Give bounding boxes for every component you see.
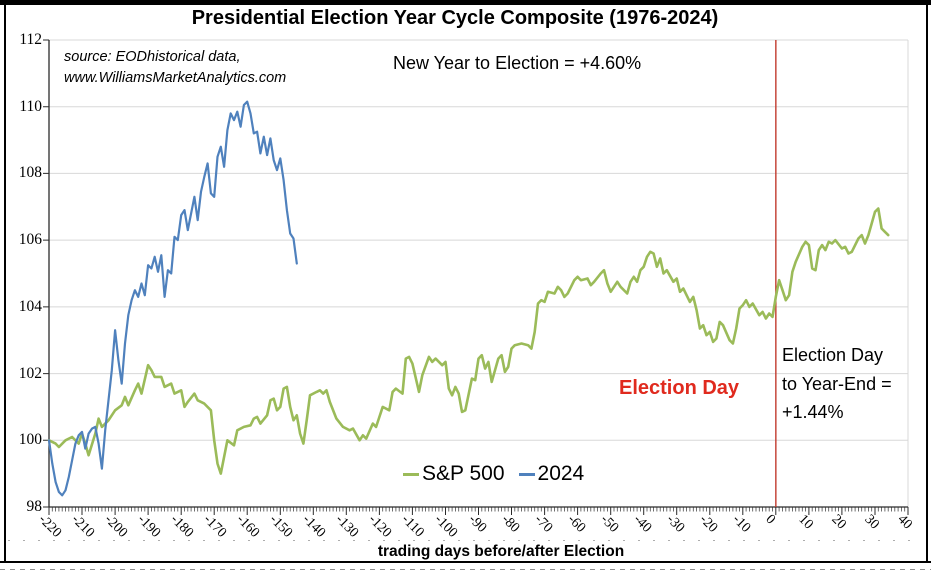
legend-label: 2024 <box>537 462 585 485</box>
legend-item-2024: 2024 <box>518 462 585 486</box>
x-axis-title: trading days before/after Election <box>377 543 625 560</box>
chart-title: Presidential Election Year Cycle Composi… <box>191 7 719 29</box>
series-line-2024 <box>47 100 298 497</box>
y-tick-label-102: 102 <box>18 364 42 382</box>
x-axis-major-ticks <box>48 507 909 515</box>
y-tick-label-104: 104 <box>18 297 42 315</box>
annotation-election-day: Election Day <box>619 377 740 399</box>
y-tick-label-112: 112 <box>19 31 42 48</box>
spreadsheet-dotted-gridline <box>8 540 923 541</box>
chart-frame-bottom-border <box>0 561 931 563</box>
legend-swatch-icon <box>518 472 535 476</box>
x-axis-minor-ticks <box>51 507 906 512</box>
chart-frame-left-border <box>4 0 6 563</box>
legend: S&P 500 2024 <box>403 462 584 486</box>
annotation-election-to-year-end: Election Day to Year-End = +1.44% <box>782 345 892 422</box>
legend-label: S&P 500 <box>422 462 505 485</box>
y-tick-label-106: 106 <box>18 231 42 249</box>
y-tick-label-98: 98 <box>26 498 43 515</box>
annotation-new-year-to-election: New Year to Election = +4.60% <box>393 53 642 73</box>
spreadsheet-dashed-gridline <box>0 569 931 570</box>
y-tick-label-110: 110 <box>19 97 42 115</box>
y-tick-label-108: 108 <box>18 164 42 182</box>
legend-swatch-icon <box>403 472 419 476</box>
chart-frame-top-border <box>0 0 931 5</box>
y-tick-label-100: 100 <box>18 431 42 449</box>
series-line-s-p-500 <box>47 207 890 475</box>
y-axis-ticks <box>43 39 49 508</box>
legend-item-s-p-500: S&P 500 <box>403 462 505 486</box>
source-note: source: EODhistorical data, www.Williams… <box>64 49 287 86</box>
chart-frame-right-border <box>926 0 928 563</box>
